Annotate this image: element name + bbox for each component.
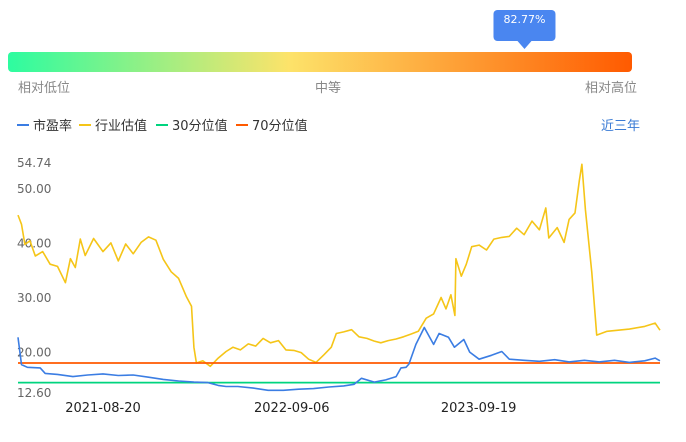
percentile-value: 82.77% (504, 13, 546, 26)
x-tick-label: 2023-09-19 (441, 401, 517, 416)
range-label-low: 相对低位 (18, 81, 70, 96)
series-line-1 (17, 163, 661, 368)
series-layer (17, 163, 661, 392)
legend-item-pe[interactable]: 市盈率 (17, 118, 72, 134)
x-tick-label: 2022-09-06 (254, 401, 330, 416)
y-tick-label: 54.74 (17, 156, 51, 170)
y-tick-label: 30.00 (17, 291, 51, 305)
y-tick-label: 50.00 (17, 182, 51, 196)
y-tick-label: 20.00 (17, 346, 51, 360)
x-axis-ticks: 2021-08-20 2022-09-06 2023-09-19 (65, 401, 516, 416)
legend-label-pe: 市盈率 (33, 118, 72, 134)
legend-item-industry[interactable]: 行业估值 (79, 118, 147, 134)
y-tick-label: 12.60 (17, 386, 51, 400)
range-label-mid: 中等 (315, 80, 341, 96)
percentile-bubble (493, 10, 556, 41)
legend-label-p70: 70分位值 (252, 118, 308, 134)
period-selector[interactable]: 近三年 (601, 119, 640, 134)
series-line-0 (17, 326, 661, 392)
percentile-gradient-bar (8, 52, 632, 72)
legend-label-p30: 30分位值 (172, 118, 228, 134)
percentile-bubble-pointer (517, 41, 532, 49)
y-tick-label: 40.00 (17, 236, 51, 250)
legend: 市盈率 行业估值 30分位值 70分位值 (17, 118, 308, 134)
x-tick-label: 2021-08-20 (65, 401, 141, 416)
y-axis-ticks: 54.74 50.00 40.00 30.00 20.00 12.60 (17, 156, 51, 400)
legend-item-p70[interactable]: 70分位值 (236, 118, 308, 134)
legend-label-industry: 行业估值 (95, 118, 147, 134)
legend-item-p30[interactable]: 30分位值 (156, 118, 228, 134)
range-label-high: 相对高位 (585, 80, 637, 96)
percentile-marker: 82.77% (493, 10, 556, 49)
